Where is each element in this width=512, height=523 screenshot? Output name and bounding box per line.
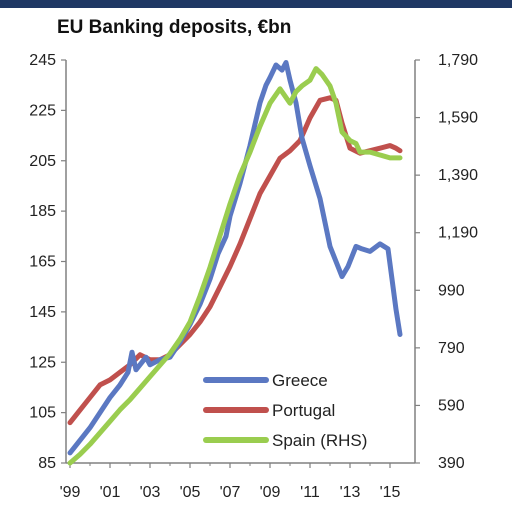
y-left-tick-label: 185 <box>29 203 56 220</box>
chart-axes: 245 225 205 185 165 145 125 105 85 1,790 1,590 1,39… <box>29 52 478 501</box>
y-right-tick-label: 1,590 <box>438 110 478 127</box>
x-tick-label: '09 <box>260 484 281 501</box>
legend-label: Portugal <box>272 401 335 420</box>
y-right-tick-label: 1,790 <box>438 52 478 69</box>
series-line-greece <box>67 60 403 456</box>
y-left-tick-label: 105 <box>29 405 56 422</box>
y-left-tick-label: 205 <box>29 153 56 170</box>
y-right-tick-label: 390 <box>438 455 465 472</box>
legend-label: Greece <box>272 371 328 390</box>
x-tick-label: '99 <box>60 484 81 501</box>
series-layer <box>67 60 403 466</box>
x-tick-label: '07 <box>220 484 241 501</box>
y-left-tick-label: 225 <box>29 102 56 119</box>
x-tick-label: '11 <box>300 484 320 501</box>
chart-title: EU Banking deposits, €bn <box>57 17 292 38</box>
series-line-spain-rhs <box>67 66 403 466</box>
x-tick-label: '13 <box>340 484 361 501</box>
x-tick-label: '05 <box>180 484 201 501</box>
x-tick-label: '01 <box>100 484 121 501</box>
legend: Greece Portugal Spain (RHS) <box>203 371 367 450</box>
y-left-tick-label: 145 <box>29 304 56 321</box>
y-left-tick-label: 125 <box>29 354 56 371</box>
y-left-tick-label: 85 <box>38 455 56 472</box>
y-right-tick-label: 590 <box>438 397 465 414</box>
x-tick-label: '15 <box>380 484 401 501</box>
y-right-tick-label: 1,190 <box>438 225 478 242</box>
y-left-tick-label: 165 <box>29 254 56 271</box>
legend-label: Spain (RHS) <box>272 431 367 450</box>
x-tick-label: '03 <box>140 484 161 501</box>
y-right-tick-label: 790 <box>438 340 465 357</box>
y-right-tick-label: 1,390 <box>438 167 478 184</box>
y-left-tick-label: 245 <box>29 52 56 69</box>
y-right-tick-label: 990 <box>438 282 465 299</box>
header-bar <box>0 0 512 8</box>
